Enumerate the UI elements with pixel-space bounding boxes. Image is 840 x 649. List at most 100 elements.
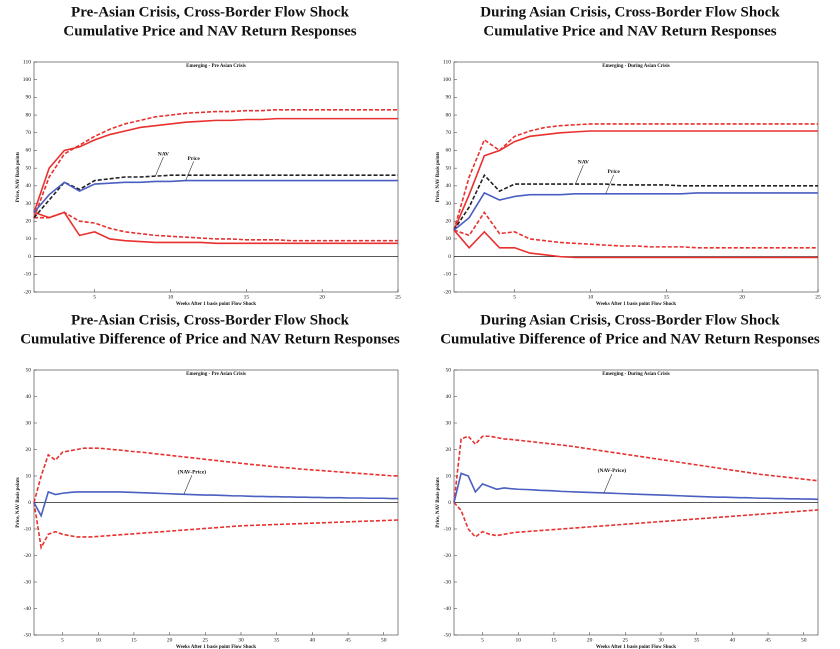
y-tick-label: 30 xyxy=(26,420,32,426)
series-line xyxy=(33,211,398,245)
chart-panel: During Asian Crisis, Cross-Border Flow S… xyxy=(436,312,820,649)
y-tick-label: -20 xyxy=(444,553,452,559)
plot-title: Emerging - Pre Asian Crisis xyxy=(186,372,246,377)
x-tick-label: 50 xyxy=(381,637,387,643)
y-tick-label: 100 xyxy=(23,77,32,83)
chart-subtitle: Cumulative Price and NAV Return Response… xyxy=(483,23,776,39)
x-tick-label: 5 xyxy=(481,637,484,643)
x-tick-label: 5 xyxy=(61,637,64,643)
y-axis-label: Price, NAV Basis points xyxy=(436,152,441,202)
series-line xyxy=(33,490,398,518)
x-tick-label: 20 xyxy=(319,294,325,300)
series-line xyxy=(33,117,398,213)
series-annotation: NAV xyxy=(158,151,169,157)
y-tick-label: 50 xyxy=(26,367,32,373)
y-tick-label: 0 xyxy=(448,500,451,506)
series-line xyxy=(33,179,398,213)
y-tick-label: -40 xyxy=(24,606,32,612)
annotation-pointer xyxy=(603,473,613,494)
y-tick-label: 70 xyxy=(446,130,452,136)
chart-subtitle: Cumulative Difference of Price and NAV R… xyxy=(20,331,400,347)
chart-title: During Asian Crisis, Cross-Border Flow S… xyxy=(480,4,780,20)
y-tick-label: -10 xyxy=(24,272,32,278)
series-line xyxy=(453,435,819,503)
y-tick-label: 110 xyxy=(443,59,451,65)
series-line xyxy=(453,173,818,231)
y-tick-label: -50 xyxy=(24,632,32,638)
series-annotation: NAV xyxy=(578,159,589,165)
y-tick-label: 10 xyxy=(446,473,452,479)
y-tick-label: 90 xyxy=(26,95,32,101)
series-line xyxy=(33,174,398,219)
chart-panel: Pre-Asian Crisis, Cross-Border Flow Shoc… xyxy=(16,312,400,649)
series-line xyxy=(453,501,819,539)
x-tick-label: 15 xyxy=(244,294,250,300)
y-tick-label: 60 xyxy=(26,148,32,154)
y-tick-label: -10 xyxy=(444,526,452,532)
y-tick-label: -20 xyxy=(24,289,32,295)
x-tick-label: 25 xyxy=(203,637,209,643)
series-annotation: Price xyxy=(188,156,201,162)
chart-panel: Pre-Asian Crisis, Cross-Border Flow Shoc… xyxy=(16,4,401,307)
chart-panel: During Asian Crisis, Cross-Border Flow S… xyxy=(436,4,821,307)
y-tick-label: 0 xyxy=(28,254,31,260)
y-tick-label: 0 xyxy=(448,254,451,260)
x-tick-label: 10 xyxy=(588,294,594,300)
y-tick-label: -30 xyxy=(24,579,32,585)
y-tick-label: 30 xyxy=(26,201,32,207)
x-tick-label: 5 xyxy=(93,294,96,300)
x-tick-label: 25 xyxy=(623,637,629,643)
y-tick-label: 90 xyxy=(446,95,452,101)
series-line xyxy=(33,447,399,503)
series-line xyxy=(453,123,818,231)
y-tick-label: -50 xyxy=(444,632,452,638)
plot-frame xyxy=(33,61,399,293)
x-tick-label: 45 xyxy=(765,637,771,643)
series-line xyxy=(453,191,818,231)
series-line xyxy=(34,211,398,242)
y-tick-label: 80 xyxy=(446,112,452,118)
y-tick-label: -20 xyxy=(444,289,452,295)
y-tick-label: 70 xyxy=(26,130,32,136)
y-tick-label: 50 xyxy=(446,165,452,171)
series-line xyxy=(453,210,818,249)
y-tick-label: 20 xyxy=(26,218,32,224)
annotation-pointer xyxy=(575,164,584,185)
y-tick-label: 40 xyxy=(446,394,452,400)
chart-title: Pre-Asian Crisis, Cross-Border Flow Shoc… xyxy=(71,4,350,20)
y-tick-label: -10 xyxy=(24,526,32,532)
y-axis-label: Price, NAV Basis points xyxy=(16,477,21,527)
y-tick-label: 100 xyxy=(443,77,452,83)
series-annotation: (NAV-Price) xyxy=(598,467,627,474)
annotation-pointer xyxy=(185,161,194,181)
series-annotation: Price xyxy=(608,169,621,175)
annotation-pointer xyxy=(183,475,193,495)
y-tick-label: 30 xyxy=(446,201,452,207)
y-tick-label: -10 xyxy=(444,272,452,278)
y-tick-label: -30 xyxy=(444,579,452,585)
plot-frame xyxy=(453,61,819,293)
x-axis-label: Weeks After 1 basis point Flow Shock xyxy=(596,302,676,307)
y-tick-label: 50 xyxy=(26,165,32,171)
y-tick-label: 110 xyxy=(23,59,31,65)
x-axis-label: Weeks After 1 basis point Flow Shock xyxy=(176,302,256,307)
y-tick-label: 30 xyxy=(446,420,452,426)
y-tick-label: -20 xyxy=(24,553,32,559)
y-tick-label: 40 xyxy=(446,183,452,189)
series-line xyxy=(33,502,399,551)
x-axis-label: Weeks After 1 basis point Flow Shock xyxy=(176,645,256,649)
y-axis-label: Price, NAV Basis points xyxy=(436,477,441,527)
y-tick-label: -40 xyxy=(444,606,452,612)
x-tick-label: 35 xyxy=(274,637,280,643)
y-tick-label: 10 xyxy=(26,236,32,242)
chart-subtitle: Cumulative Price and NAV Return Response… xyxy=(63,23,356,39)
x-tick-label: 40 xyxy=(730,637,736,643)
x-tick-label: 50 xyxy=(801,637,807,643)
series-line xyxy=(453,130,818,231)
y-tick-label: 50 xyxy=(446,367,452,373)
x-tick-label: 10 xyxy=(168,294,174,300)
y-tick-label: 80 xyxy=(26,112,32,118)
plot-title: Emerging - During Asian Crisis xyxy=(602,64,670,69)
y-tick-label: 40 xyxy=(26,183,32,189)
